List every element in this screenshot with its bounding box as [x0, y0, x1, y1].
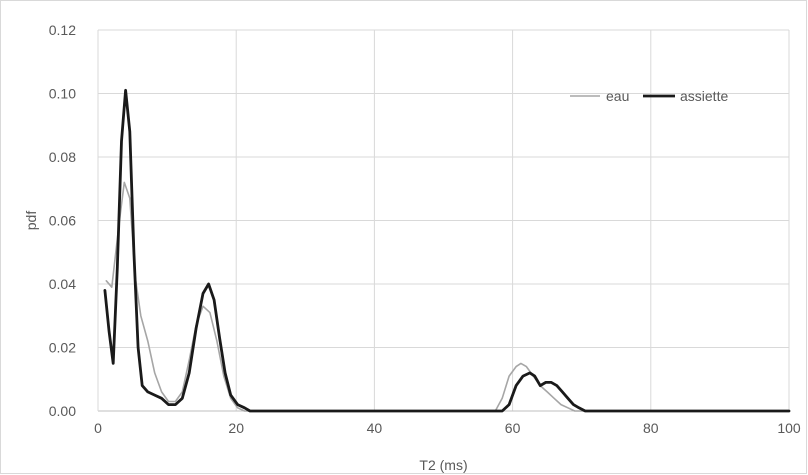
- x-tick-label: 40: [367, 420, 383, 436]
- x-tick-label: 80: [643, 420, 659, 436]
- x-tick-label: 20: [228, 420, 244, 436]
- y-tick-label: 0.06: [49, 213, 76, 229]
- y-axis-title: pdf: [23, 211, 39, 231]
- y-tick-label: 0.04: [49, 276, 76, 292]
- legend: eau assiette: [570, 88, 728, 104]
- y-tick-label: 0.08: [49, 149, 76, 165]
- x-tick-label: 60: [505, 420, 521, 436]
- y-tick-label: 0.00: [49, 403, 76, 419]
- x-axis-title: T2 (ms): [419, 457, 467, 473]
- tick-labels: 0 20 40 60 80 100 0.00 0.02 0.04 0.06 0.08 0.10 0.12: [49, 22, 801, 436]
- series-layer: [103, 88, 791, 413]
- y-tick-label: 0.12: [49, 22, 76, 38]
- y-tick-label: 0.10: [49, 86, 76, 102]
- legend-label-eau: eau: [606, 88, 629, 104]
- x-tick-label: 0: [94, 420, 102, 436]
- grid-layer: [98, 29, 790, 411]
- series-line-eau: [105, 181, 790, 412]
- series-line-assiette: [103, 88, 791, 413]
- x-tick-label: 100: [777, 420, 801, 436]
- legend-label-assiette: assiette: [680, 88, 728, 104]
- y-tick-label: 0.02: [49, 340, 76, 356]
